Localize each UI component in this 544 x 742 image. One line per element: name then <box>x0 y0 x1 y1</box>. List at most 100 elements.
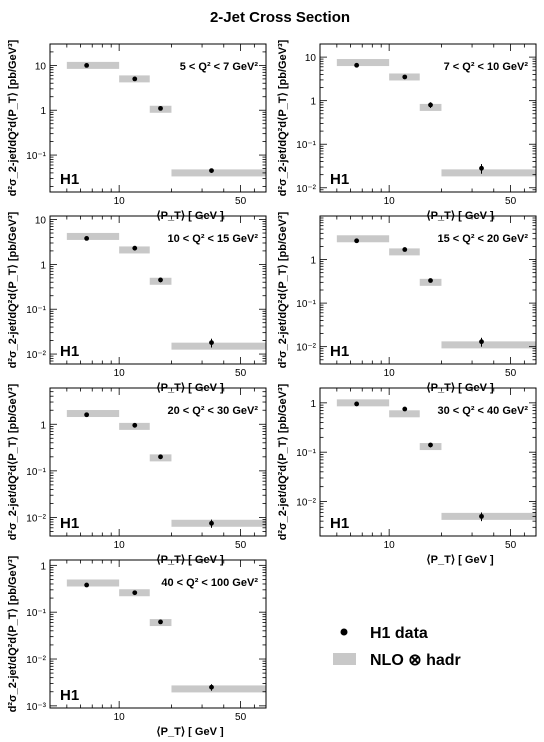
nlo-band <box>441 341 536 349</box>
nlo-band <box>66 410 120 418</box>
data-point <box>209 520 214 526</box>
y-axis-label: d²σ_2-jet/dQ²d⟨P_T⟩ [pb/GeV³] <box>7 555 19 712</box>
y-axis-label: d²σ_2-jet/dQ²d⟨P_T⟩ [pb/GeV³] <box>7 211 19 368</box>
figure-title: 2-Jet Cross Section <box>210 9 350 26</box>
data-point <box>402 74 408 80</box>
q2-range-label: 15 < Q² < 20 GeV² <box>438 233 529 245</box>
data-point <box>132 590 138 596</box>
data-point <box>84 412 90 418</box>
plot-frame <box>49 559 267 709</box>
nlo-band <box>336 59 390 67</box>
y-tick-label: 10⁻² <box>26 350 46 361</box>
y-tick-label: 10⁻² <box>26 513 46 524</box>
nlo-band <box>441 169 536 177</box>
x-axis-label: ⟨P_T⟩ [ GeV ] <box>426 554 494 566</box>
data-point <box>158 105 163 111</box>
q2-range-label: 10 < Q² < 15 GeV² <box>168 233 259 245</box>
nlo-band <box>336 235 390 243</box>
y-tick-label: 10⁻¹ <box>26 305 46 316</box>
y-tick-label: 10⁻¹ <box>26 608 46 619</box>
y-axis-label: d²σ_2-jet/dQ²d⟨P_T⟩ [pb/GeV³] <box>277 211 289 368</box>
data-point <box>209 684 214 690</box>
experiment-label: H1 <box>60 515 79 532</box>
nlo-band <box>66 579 120 587</box>
y-tick-label: 1 <box>40 561 46 572</box>
x-tick-label: 10 <box>114 712 126 723</box>
q2-range-label: 20 < Q² < 30 GeV² <box>168 405 259 417</box>
nlo-band <box>389 410 420 418</box>
experiment-label: H1 <box>60 343 79 360</box>
data-point <box>354 238 360 244</box>
plot-frame <box>49 43 267 193</box>
data-point <box>428 442 433 448</box>
y-axis-label: d²σ_2-jet/dQ²d⟨P_T⟩ [pb/GeV³] <box>7 383 19 540</box>
data-point <box>402 247 408 252</box>
y-tick-label: 10⁻¹ <box>296 299 316 310</box>
y-axis-label: d²σ_2-jet/dQ²d⟨P_T⟩ [pb/GeV³] <box>277 39 289 196</box>
y-tick-label: 10⁻¹ <box>26 151 46 162</box>
y-tick-label: 1 <box>40 420 46 431</box>
y-tick-label: 10⁻¹ <box>296 140 316 151</box>
x-tick-label: 10 <box>384 196 396 207</box>
y-tick-label: 10⁻³ <box>26 702 46 713</box>
legend-theory-label: NLO ⊗ hadr <box>370 652 461 669</box>
y-axis-label: d²σ_2-jet/dQ²d⟨P_T⟩ [pb/GeV³] <box>7 39 19 196</box>
x-axis-label: ⟨P_T⟩ [ GeV ] <box>156 726 224 737</box>
y-tick-label: 1 <box>40 106 46 117</box>
plot-frame <box>49 215 267 365</box>
x-tick-label: 50 <box>505 196 517 207</box>
plot-frame <box>319 387 537 537</box>
data-point <box>132 422 138 428</box>
legend-data-label: H1 data <box>370 625 428 642</box>
data-point <box>479 513 484 519</box>
data-point <box>354 401 360 407</box>
x-tick-label: 50 <box>505 540 517 551</box>
data-point <box>84 582 90 588</box>
y-tick-label: 10 <box>35 61 47 72</box>
y-tick-label: 10⁻¹ <box>296 448 316 459</box>
y-tick-label: 10 <box>305 53 317 64</box>
panel-7: 10⁻³ 10⁻² 10⁻¹ 1 10 50 40 < Q² < 100 GeV² H1 ⟨P_… <box>7 555 267 738</box>
x-tick-label: 50 <box>235 712 247 723</box>
x-tick-label: 50 <box>505 368 517 379</box>
nlo-band <box>66 61 120 69</box>
data-point <box>158 277 163 283</box>
y-tick-label: 10⁻² <box>296 184 316 195</box>
x-tick-label: 50 <box>235 196 247 207</box>
experiment-label: H1 <box>330 515 349 532</box>
data-point <box>428 278 433 283</box>
experiment-label: H1 <box>60 687 79 704</box>
data-point <box>132 76 138 82</box>
experiment-label: H1 <box>330 343 349 360</box>
x-tick-label: 10 <box>114 368 126 379</box>
legend-data-marker <box>340 628 348 636</box>
y-axis-label: d²σ_2-jet/dQ²d⟨P_T⟩ [pb/GeV³] <box>277 383 289 540</box>
panels: 10⁻¹ 1 10 10 50 5 < Q² < 7 GeV² H1 ⟨P_T⟩ [ GeV … <box>7 39 537 738</box>
data-point <box>428 102 433 108</box>
y-tick-label: 1 <box>310 256 316 267</box>
data-point <box>84 235 90 241</box>
data-point <box>158 619 163 625</box>
x-tick-label: 50 <box>235 368 247 379</box>
data-point <box>402 406 408 412</box>
experiment-label: H1 <box>330 171 349 188</box>
y-tick-label: 10⁻² <box>296 343 316 354</box>
nlo-band <box>171 342 266 350</box>
q2-range-label: 40 < Q² < 100 GeV² <box>161 577 258 589</box>
y-tick-label: 10⁻² <box>26 655 46 666</box>
y-tick-label: 1 <box>310 399 316 410</box>
legend: H1 data NLO ⊗ hadr <box>333 625 461 669</box>
y-tick-label: 10⁻¹ <box>26 467 46 478</box>
x-tick-label: 10 <box>114 540 126 551</box>
data-point <box>209 340 214 346</box>
x-tick-label: 10 <box>114 196 126 207</box>
q2-range-label: 7 < Q² < 10 GeV² <box>444 61 529 73</box>
data-point <box>84 62 90 68</box>
q2-range-label: 5 < Q² < 7 GeV² <box>180 61 259 73</box>
